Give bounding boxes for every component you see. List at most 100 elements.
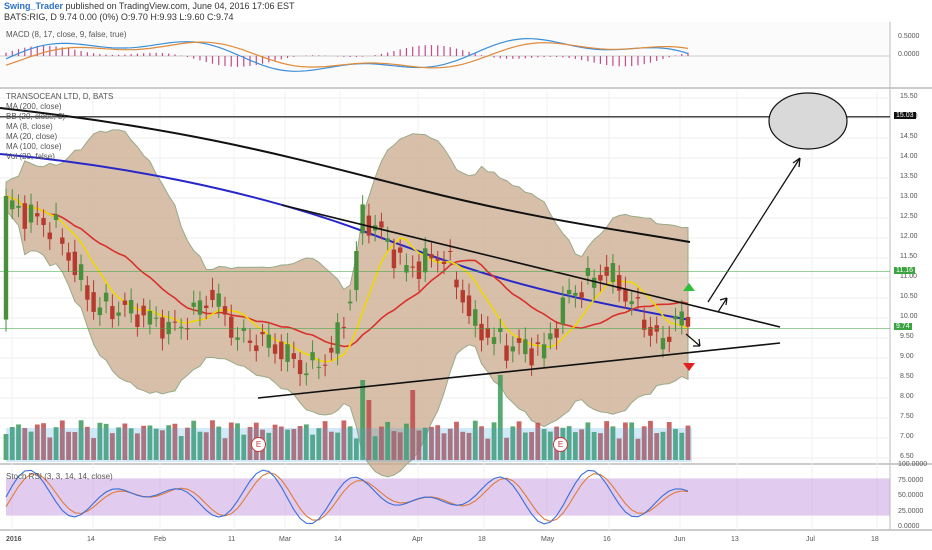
candle-body [529,348,534,366]
volume-bar [128,428,134,460]
volume-bar [416,430,422,460]
volume-bar [84,426,90,460]
volume-bar [103,423,109,460]
candle-body [341,326,347,328]
ma100-line [0,153,691,321]
time-tick-label: 14 [334,536,342,543]
volume-bar [566,426,572,460]
volume-bar [598,433,603,460]
macd-tick-label: 0.0000 [898,51,920,58]
time-tick-label: Jul [806,536,815,543]
volume-bar [278,426,284,460]
stoch-band [6,478,890,516]
indicator-label[interactable]: MA (200, close) [6,102,62,111]
candle-body [78,264,84,280]
candle-body [347,301,353,304]
volume-bar [78,420,84,460]
candle-body [579,292,584,298]
moving-averages [0,107,691,363]
candle-body [410,266,415,268]
candle-body [667,336,672,342]
volume-bar [460,431,466,460]
volume-bar [272,424,278,460]
volume-bar [310,434,315,460]
macd-pane [0,37,890,72]
volume-bar [122,423,128,460]
indicator-label[interactable]: MA (8, close) [6,122,53,131]
ohlc-line: 9.74 0.00 (0%) O:9.70 H:9.93 L:9.60 C:9.… [59,12,234,22]
candle-body [91,292,96,312]
volume-bar [91,438,96,460]
candle-body [629,301,634,305]
candle-body [72,251,78,276]
volume-bar [435,425,441,460]
candle-body [498,328,503,332]
volume-bar [391,431,397,460]
candle-body [423,248,428,273]
volume-bar [241,434,247,460]
volume-bar [197,431,203,460]
candle-body [116,312,121,316]
symbol-header: BATS:RIG, D 9.74 0.00 (0%) O:9.70 H:9.93… [4,12,233,22]
time-tick-label: 14 [87,536,95,543]
target-ellipse [768,92,848,150]
volume-bar [285,429,290,460]
author-name[interactable]: Swing_Trader [4,1,64,11]
price-tag: 11.16 [894,266,915,274]
trend-drawings [0,92,890,399]
candle-body [573,292,578,296]
stoch-label[interactable]: Stoch RSI (3, 3, 14, 14, close) [6,472,113,481]
volume-bar [72,432,78,460]
volume-bar [547,431,553,460]
macd-label[interactable]: MACD (8, 17, close, 9, false, true) [6,30,127,39]
indicator-label[interactable]: Vol (20, false) [6,152,55,161]
candle-body [548,333,553,340]
candle-body [679,311,684,326]
candle-body [285,344,290,362]
earnings-event-marker[interactable]: E [553,437,568,452]
red-down-arrow [683,363,695,371]
volume-bar [297,426,303,460]
indicator-label[interactable]: MA (100, close) [6,142,62,151]
macd-tick-label: 0.5000 [898,33,920,40]
volume-bar [491,422,497,460]
volume-bar [235,423,240,460]
volume-bar [648,420,653,460]
upper-trendline [281,204,781,328]
volume-bar [660,431,666,460]
volume-bar [316,428,322,460]
volume-bar [322,421,328,460]
volume-bar [134,433,140,460]
volume-bar [97,422,103,460]
candle-body [254,345,259,352]
candle-body [460,290,465,303]
candle-body [391,249,397,269]
volume-bar [516,421,522,460]
candle-body [110,306,115,320]
time-tick-label: 2016 [6,536,22,543]
volume-bar [379,426,384,460]
candle-body [235,337,240,340]
indicator-label[interactable]: MA (20, close) [6,132,58,141]
ma8-line [5,195,689,363]
volume-bar [541,428,547,460]
volume-bar [629,422,635,460]
candle-body [297,360,303,375]
indicator-label[interactable]: BB (20, close, 3) [6,112,66,121]
indicator-label[interactable]: TRANSOCEAN LTD, D, BATS [6,92,114,101]
candle-body [191,302,196,307]
volume-bar [535,422,541,460]
stoch-tick-label: 75.0000 [898,476,924,484]
volume-bar [41,423,46,460]
candle-body [635,297,641,299]
candle-body [41,217,46,226]
earnings-event-marker[interactable]: E [251,437,266,452]
candle-body [122,300,128,305]
time-tick-label: May [541,536,555,543]
candle-body [272,344,278,354]
price-tick-label: 13.50 [900,173,918,180]
candle-body [673,315,678,320]
stoch-rsi-pane [5,469,890,525]
price-tick-label: 9.00 [900,353,914,360]
volume-bar [360,380,366,460]
